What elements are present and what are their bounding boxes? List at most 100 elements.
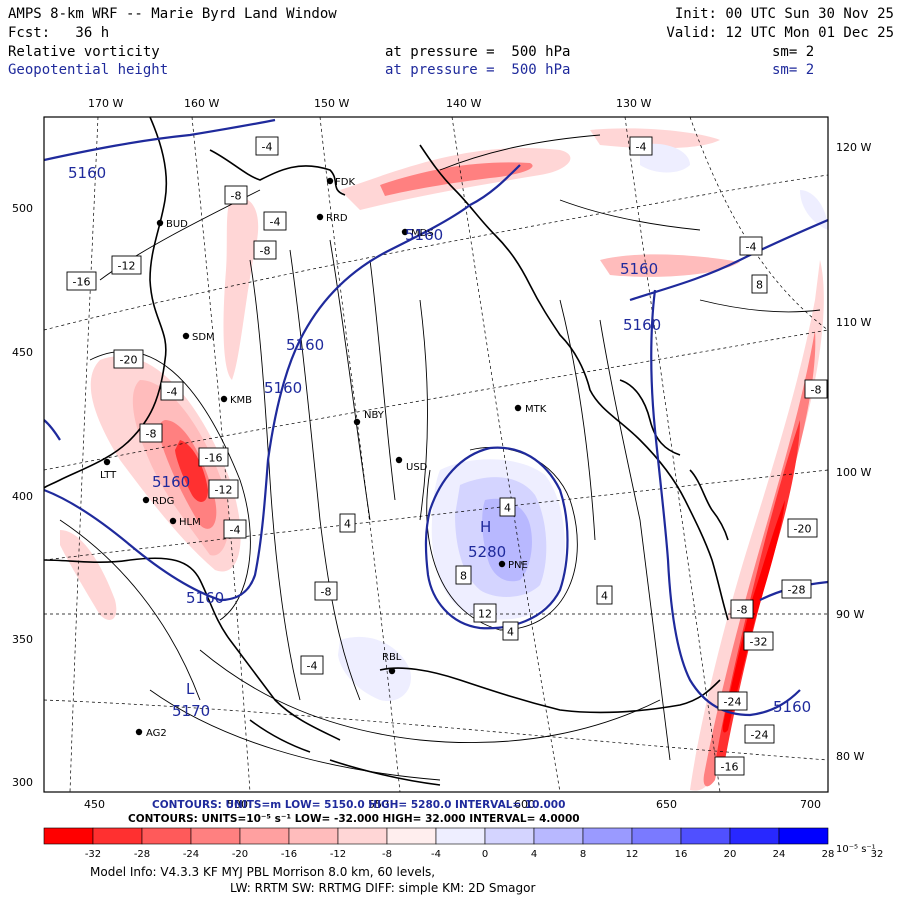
vorticity-label: -4 [636,141,647,154]
vorticity-label-box [224,185,248,205]
height-label: 5170 [172,702,210,720]
colorbar-units: 10⁻⁵ s⁻¹ [836,844,876,855]
vorticity-label: -16 [721,761,739,774]
model-info-line2: LW: RRTM SW: RRTMG DIFF: simple KM: 2D S… [230,881,535,895]
vorticity-label-box [739,236,763,256]
vorticity-label-box [787,518,818,538]
vorticity-label: 4 [507,626,514,639]
colorbar-swatch [680,827,731,845]
vorticity-label: -8 [811,384,822,397]
station-label: USD [406,462,428,473]
vorticity-label-box [596,585,613,605]
colorbar-tick: 12 [626,849,639,860]
vorticity-label: -12 [215,484,233,497]
colorbar-tick: 4 [531,849,537,860]
colorbar-tick: -8 [382,849,392,860]
bottom-axis-label: 650 [656,798,677,811]
station-label: SDM [192,332,215,343]
vorticity-label: -8 [737,604,748,617]
colorbar-swatch [435,827,486,845]
vorticity-label: -20 [120,354,138,367]
vorticity-label-box [629,136,653,156]
station-label: MTK [525,404,547,415]
vorticity-label: 8 [460,570,467,583]
vorticity-label: 8 [756,279,763,292]
bottom-axis-label: 600 [514,798,535,811]
vorticity-shading-north [223,128,740,380]
colorbar-tick: -4 [431,849,441,860]
vorticity-label: -32 [750,636,768,649]
colorbar-tick: 0 [482,849,488,860]
height-labels: 5160 5160 5160 5160 5160 5160 5160 5170 … [68,164,811,720]
vorticity-contour-info: CONTOURS: UNITS=10⁻⁵ s⁻¹ LOW= -32.000 HI… [128,813,580,825]
colorbar-swatch [582,827,633,845]
vorticity-label-box [744,724,775,744]
vorticity-label: -4 [262,141,273,154]
vorticity-label: -8 [321,586,332,599]
vorticity-shading-east [690,260,824,791]
colorbar-tick: 32 [871,849,884,860]
top-axis-label: 140 W [446,97,481,110]
vorticity-label-box [751,274,768,294]
colorbar-swatch [141,827,192,845]
vorticity-label-box [502,621,519,641]
colorbar-swatch [533,827,584,845]
vorticity-label: -8 [260,245,271,258]
high-center-value: 5280 [468,543,506,561]
model-info-line1: Model Info: V4.3.3 KF MYJ PBL Morrison 8… [90,865,435,879]
height-label: 5160 [68,164,106,182]
colorbar-tick: 16 [675,849,688,860]
height-label: 5160 [620,260,658,278]
station-label: FDK [335,177,355,188]
vorticity-label-box [717,691,748,711]
vorticity-label: -4 [167,386,178,399]
colorbar-swatch [43,827,94,845]
right-axis-label: 110 W [836,316,871,329]
left-axis-label: 450 [12,346,33,359]
vorticity-label-box [714,756,745,776]
right-axis-label: 80 W [836,750,864,763]
map-frame [43,116,829,793]
station-markers [103,177,522,736]
vorticity-label: 4 [601,590,608,603]
left-axis-label: 400 [12,490,33,503]
height-label: 5160 [773,698,811,716]
field1-name: Relative vorticity [8,44,160,60]
station-label: HLM [179,517,201,528]
top-axis-label: 160 W [184,97,219,110]
vorticity-label: 12 [478,608,492,621]
colorbar-tick: 8 [580,849,586,860]
left-axis-label: 300 [12,776,33,789]
vorticity-label: 4 [344,518,351,531]
height-label: 5160 [186,589,224,607]
bottom-axis-label: 450 [84,798,105,811]
vorticity-label-box [111,255,142,275]
latlon-grid [44,117,828,792]
right-axis-label: 90 W [836,608,864,621]
colorbar-tick: 20 [724,849,737,860]
low-center-label: L [186,680,195,698]
field1-level: at pressure = 500 hPa [385,44,571,60]
station-label: KMB [230,395,252,406]
vorticity-label: -4 [230,524,241,537]
vorticity-label-box [66,271,97,291]
colorbar-swatch [631,827,682,845]
top-axis-label: 130 W [616,97,651,110]
height-label: 5160 [152,473,190,491]
vorticity-label: -4 [746,241,757,254]
vorticity-label-box [781,579,812,599]
colorbar: -32 -28 -24 -20 -16 -12 -8 -4 0 4 8 12 16 20 24 28 32 [43,827,884,860]
height-label: 5160 [286,336,324,354]
colorbar-tick: -32 [85,849,101,860]
map-title: AMPS 8-km WRF -- Marie Byrd Land Window [8,6,337,22]
vorticity-labels: -4 -8 -4 -8 -12 -16 -20 -4 -8 -16 -12 -4 -8 4 8 12 4 4 -4 -… [66,136,828,776]
vorticity-label: -8 [231,190,242,203]
height-label: 5160 [405,226,443,244]
station-label: RBL [382,652,402,663]
vorticity-label-box [223,519,247,539]
colorbar-swatch [288,827,339,845]
vorticity-label: -12 [118,260,136,273]
colorbar-tick: 28 [822,849,835,860]
valid-time: Valid: 12 UTC Mon 01 Dec 25 [666,25,894,41]
